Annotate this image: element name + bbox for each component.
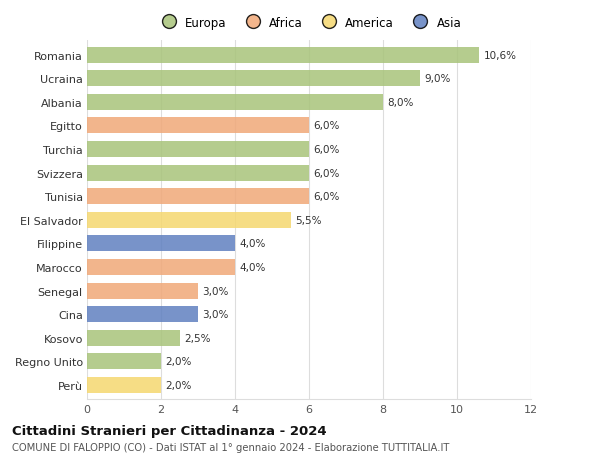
Text: 2,0%: 2,0% [166, 380, 192, 390]
Bar [87, 283, 198, 299]
Text: 2,0%: 2,0% [166, 357, 192, 367]
Text: 9,0%: 9,0% [424, 74, 451, 84]
Bar [87, 142, 309, 157]
Bar [87, 118, 309, 134]
Text: 6,0%: 6,0% [313, 168, 340, 178]
Bar [87, 95, 383, 111]
Text: COMUNE DI FALOPPIO (CO) - Dati ISTAT al 1° gennaio 2024 - Elaborazione TUTTITALI: COMUNE DI FALOPPIO (CO) - Dati ISTAT al … [12, 442, 449, 452]
Bar [87, 330, 179, 346]
Bar [87, 377, 161, 393]
Bar [87, 189, 309, 205]
Text: 2,5%: 2,5% [184, 333, 211, 343]
Bar [87, 259, 235, 275]
Text: 3,0%: 3,0% [202, 286, 229, 296]
Text: 4,0%: 4,0% [239, 239, 266, 249]
Text: 5,5%: 5,5% [295, 215, 322, 225]
Bar [87, 353, 161, 369]
Bar [87, 236, 235, 252]
Legend: Europa, Africa, America, Asia: Europa, Africa, America, Asia [154, 14, 464, 32]
Text: 6,0%: 6,0% [313, 192, 340, 202]
Bar [87, 213, 290, 228]
Text: 6,0%: 6,0% [313, 121, 340, 131]
Text: 6,0%: 6,0% [313, 145, 340, 155]
Text: 3,0%: 3,0% [202, 309, 229, 319]
Bar [87, 71, 420, 87]
Bar [87, 165, 309, 181]
Bar [87, 307, 198, 323]
Bar [87, 47, 479, 63]
Text: 10,6%: 10,6% [484, 50, 517, 61]
Text: 4,0%: 4,0% [239, 263, 266, 273]
Text: Cittadini Stranieri per Cittadinanza - 2024: Cittadini Stranieri per Cittadinanza - 2… [12, 425, 326, 437]
Text: 8,0%: 8,0% [388, 98, 414, 107]
